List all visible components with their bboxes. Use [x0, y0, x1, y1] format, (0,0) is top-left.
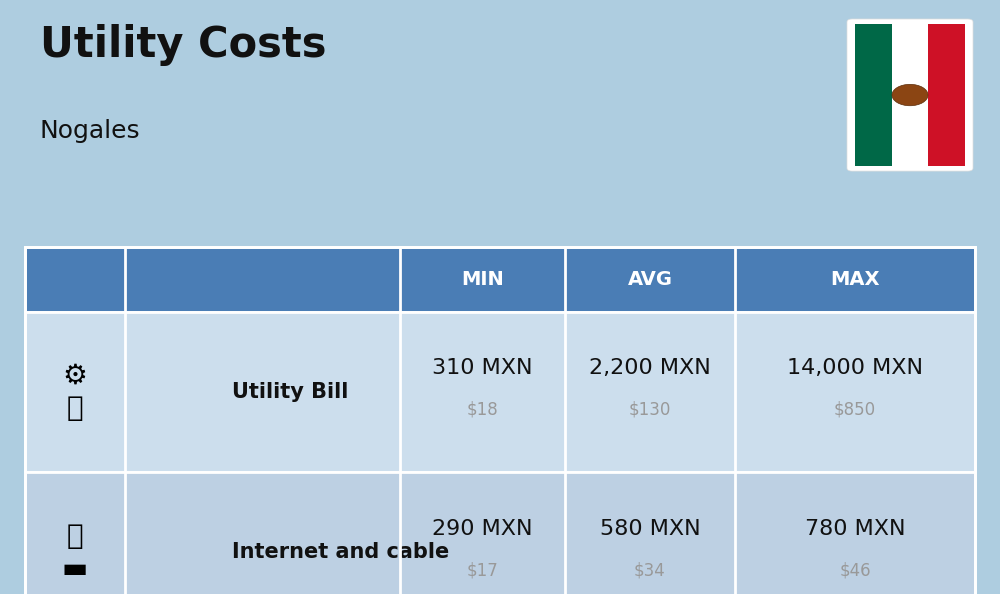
Text: 290 MXN: 290 MXN [432, 519, 533, 539]
Bar [928, 24, 965, 166]
Text: 14,000 MXN: 14,000 MXN [787, 358, 923, 378]
FancyBboxPatch shape [847, 19, 973, 171]
Text: $46: $46 [839, 561, 871, 579]
Text: MAX: MAX [830, 270, 880, 289]
Circle shape [892, 84, 928, 106]
Text: $34: $34 [634, 561, 666, 579]
Text: AVG: AVG [628, 270, 672, 289]
Text: $18: $18 [467, 401, 498, 419]
Bar [25, 247, 975, 312]
Text: MIN: MIN [461, 270, 504, 289]
Text: Internet and cable: Internet and cable [232, 542, 450, 563]
Text: Utility Costs: Utility Costs [40, 24, 326, 66]
Text: $850: $850 [834, 401, 876, 419]
Text: 2,200 MXN: 2,200 MXN [589, 358, 711, 378]
Text: 580 MXN: 580 MXN [600, 519, 700, 539]
Text: $130: $130 [629, 401, 671, 419]
Text: ⚙
🔌: ⚙ 🔌 [63, 362, 87, 422]
Bar [25, 312, 975, 472]
Text: 📡
▬: 📡 ▬ [62, 522, 88, 583]
Bar [25, 472, 975, 594]
Bar [855, 24, 892, 166]
Text: 310 MXN: 310 MXN [432, 358, 533, 378]
Bar [892, 24, 928, 166]
Text: Utility Bill: Utility Bill [232, 382, 349, 402]
Text: Nogales: Nogales [40, 119, 141, 143]
Text: 780 MXN: 780 MXN [805, 519, 905, 539]
Text: $17: $17 [467, 561, 498, 579]
